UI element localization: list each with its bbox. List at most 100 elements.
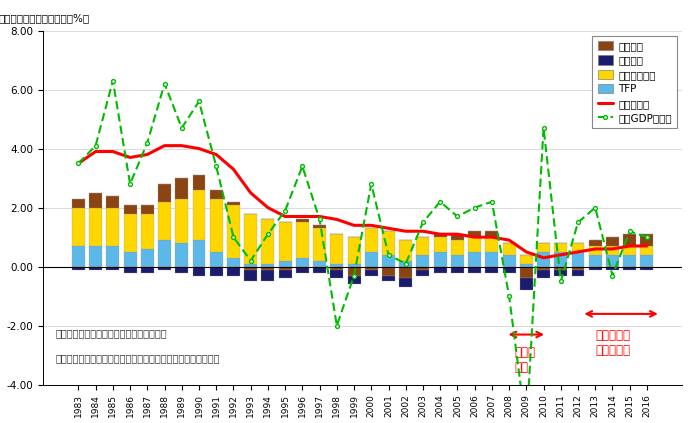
Bar (227, 266, 240, 275)
Bar (261, 266, 275, 269)
Bar (486, 252, 498, 266)
Bar (124, 205, 136, 214)
Bar (72, 246, 85, 266)
Bar (296, 266, 309, 272)
Bar (365, 269, 378, 275)
Bar (72, 208, 85, 246)
Legend: 就業者数, 労働時間, 資本ストック, TFP, 潜在成長率, 実質GDP成長率: 就業者数, 労働時間, 資本ストック, TFP, 潜在成長率, 実質GDP成長率 (592, 36, 677, 128)
Bar (72, 266, 85, 269)
Bar (451, 240, 464, 255)
Bar (555, 252, 567, 266)
Bar (503, 243, 515, 255)
Bar (365, 266, 378, 269)
Bar (399, 278, 412, 287)
Bar (89, 193, 102, 208)
Bar (89, 208, 102, 246)
Bar (107, 246, 119, 266)
Bar (261, 264, 275, 266)
Bar (537, 243, 550, 252)
Bar (572, 269, 585, 275)
Bar (555, 266, 567, 269)
Bar (227, 205, 240, 258)
Bar (210, 252, 223, 266)
Bar (244, 266, 257, 269)
Bar (227, 258, 240, 266)
Bar (227, 202, 240, 205)
Bar (296, 222, 309, 258)
Bar (451, 255, 464, 266)
Bar (606, 266, 619, 269)
Bar (261, 269, 275, 281)
Bar (210, 190, 223, 199)
Bar (158, 202, 171, 240)
Bar (158, 184, 171, 202)
Text: 注　　：日本銀行調査統計局による推計値: 注 ：日本銀行調査統計局による推計値 (56, 328, 167, 338)
Bar (589, 266, 602, 269)
Bar (244, 264, 257, 266)
Bar (382, 275, 395, 281)
Bar (468, 252, 481, 266)
Bar (158, 240, 171, 266)
Bar (72, 199, 85, 208)
Bar (365, 252, 378, 266)
Bar (537, 269, 550, 278)
Bar (347, 237, 361, 264)
Bar (416, 255, 429, 266)
Bar (124, 214, 136, 252)
Bar (141, 249, 154, 266)
Bar (537, 252, 550, 266)
Bar (313, 225, 326, 228)
Bar (193, 240, 206, 266)
Bar (89, 246, 102, 266)
Bar (244, 269, 257, 281)
Bar (141, 266, 154, 272)
Bar (279, 222, 292, 261)
Bar (572, 243, 585, 252)
Bar (520, 255, 533, 264)
Bar (589, 240, 602, 246)
Bar (279, 266, 292, 269)
Bar (486, 237, 498, 252)
Bar (210, 266, 223, 275)
Bar (520, 278, 533, 290)
Bar (433, 266, 447, 272)
Bar (451, 266, 464, 272)
Bar (382, 255, 395, 266)
Bar (347, 275, 361, 284)
Bar (606, 255, 619, 266)
Bar (399, 266, 412, 278)
Bar (641, 266, 654, 269)
Bar (416, 237, 429, 255)
Bar (141, 205, 154, 214)
Bar (399, 240, 412, 261)
Bar (347, 266, 361, 275)
Bar (555, 243, 567, 252)
Bar (555, 269, 567, 275)
Bar (193, 266, 206, 275)
Bar (416, 269, 429, 275)
Bar (486, 266, 498, 272)
Bar (468, 266, 481, 272)
Bar (520, 266, 533, 278)
Bar (244, 214, 257, 264)
Bar (623, 246, 636, 255)
Bar (451, 234, 464, 240)
Bar (572, 266, 585, 269)
Bar (193, 190, 206, 240)
Bar (537, 266, 550, 269)
Bar (279, 261, 292, 266)
Bar (330, 264, 343, 266)
Bar (382, 266, 395, 275)
Bar (107, 266, 119, 269)
Text: イノベーシ
ョンが低迷: イノベーシ ョンが低迷 (595, 329, 630, 357)
Bar (107, 208, 119, 246)
Bar (503, 266, 515, 272)
Bar (468, 237, 481, 252)
Bar (313, 266, 326, 272)
Bar (433, 252, 447, 266)
Bar (606, 237, 619, 246)
Bar (107, 196, 119, 208)
Bar (503, 255, 515, 266)
Bar (175, 178, 189, 199)
Bar (296, 258, 309, 266)
